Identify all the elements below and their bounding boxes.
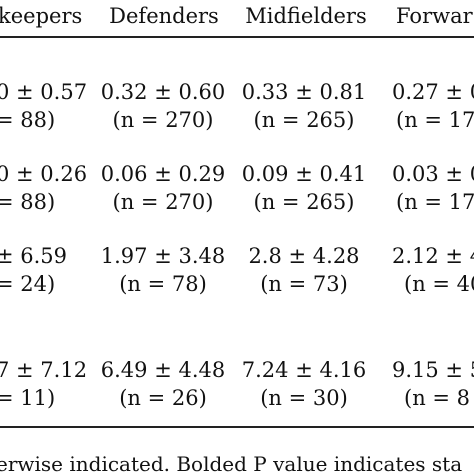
cell-defenders-value: 6.49 ± 4.48 [100, 358, 226, 382]
table-footnote: erwise indicated. Bolded P value indicat… [0, 452, 463, 476]
cell-midfielders-value: 7.24 ± 4.16 [241, 358, 367, 382]
cell-forwards-n: (n = 17 [396, 190, 474, 214]
cell-midfielders-value: 2.8 ± 4.28 [248, 244, 360, 268]
cell-goalkeepers-n: = 24) [0, 272, 56, 296]
column-header-forwards: Forwar [396, 4, 473, 28]
cell-defenders-value: 1.97 ± 3.48 [100, 244, 226, 268]
cell-defenders-value: 0.32 ± 0.60 [100, 80, 226, 104]
cell-forwards-n: (n = 8 [404, 386, 471, 410]
cell-goalkeepers-n: = 88) [0, 108, 56, 132]
column-header-defenders: Defenders [109, 4, 219, 28]
cell-defenders-n: (n = 270) [112, 108, 214, 132]
cell-goalkeepers-value: 0 ± 0.26 [0, 162, 88, 186]
cell-defenders-n: (n = 270) [112, 190, 214, 214]
cell-forwards-value: 2.12 ± 4 [392, 244, 474, 268]
cell-midfielders-n: (n = 30) [260, 386, 348, 410]
cell-forwards-value: 0.03 ± 0 [392, 162, 474, 186]
cell-midfielders-value: 0.09 ± 0.41 [241, 162, 367, 186]
cell-goalkeepers-value: ± 6.59 [0, 244, 68, 268]
cell-forwards-value: 9.15 ± 5 [392, 358, 474, 382]
cell-defenders-n: (n = 26) [119, 386, 207, 410]
cell-midfielders-value: 0.33 ± 0.81 [241, 80, 367, 104]
cell-forwards-n: (n = 17 [396, 108, 474, 132]
cell-defenders-n: (n = 78) [119, 272, 207, 296]
cell-forwards-value: 0.27 ± 0 [392, 80, 474, 104]
table-bottom-rule [0, 426, 474, 428]
cell-goalkeepers-value: 7 ± 7.12 [0, 358, 88, 382]
column-header-midfielders: Midfielders [245, 4, 367, 28]
cell-goalkeepers-n: = 88) [0, 190, 56, 214]
cell-goalkeepers-n: = 11) [0, 386, 56, 410]
cell-midfielders-n: (n = 265) [253, 190, 355, 214]
cell-goalkeepers-value: 0 ± 0.57 [0, 80, 88, 104]
cell-midfielders-n: (n = 73) [260, 272, 348, 296]
cell-forwards-n: (n = 40 [404, 272, 474, 296]
cell-defenders-value: 0.06 ± 0.29 [100, 162, 226, 186]
table-top-rule [0, 36, 474, 38]
cell-midfielders-n: (n = 265) [253, 108, 355, 132]
column-header-goalkeepers: keepers [0, 4, 83, 28]
